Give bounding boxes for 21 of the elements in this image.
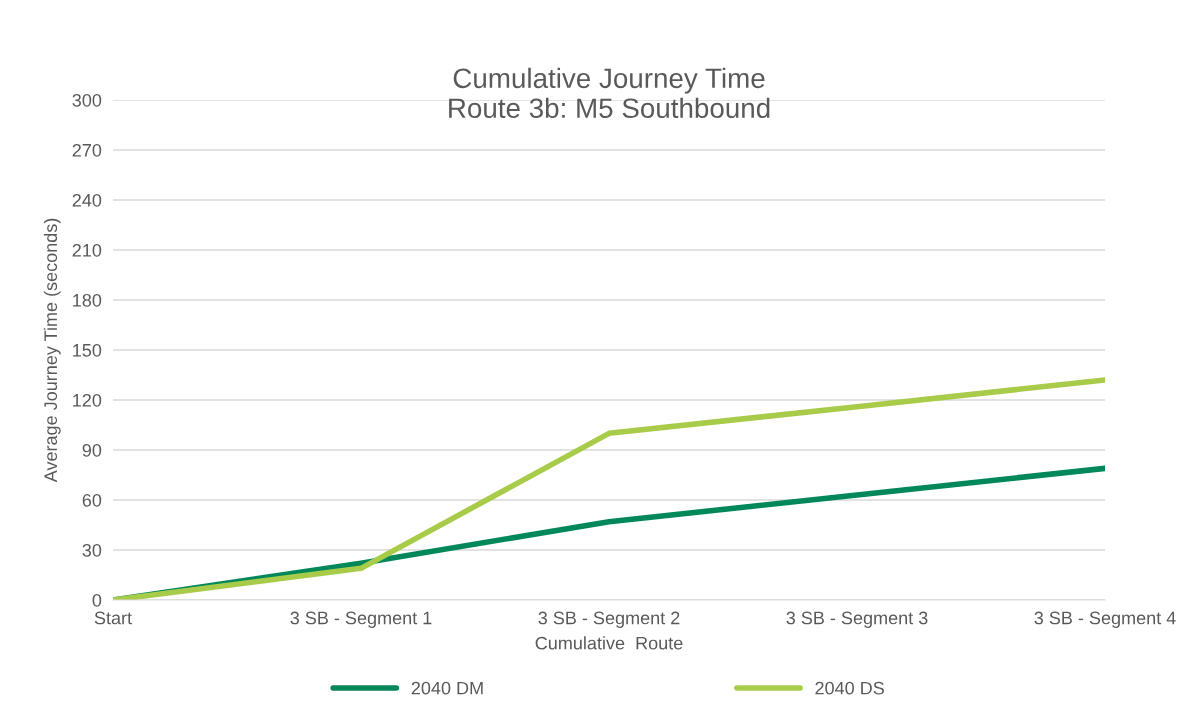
chart-title: Cumulative Journey Time Route 3b: M5 Southbound [449, 67, 770, 119]
x-tick-label: Start [94, 611, 132, 625]
y-tick-label: 300 [72, 93, 102, 107]
y-tick-label: 120 [73, 393, 102, 407]
y-tick-label: 210 [72, 243, 102, 257]
x-axis-title: Cumulative Route [535, 636, 683, 650]
x-tick-label: 3 SB - Segment 2 [538, 611, 680, 628]
y-tick-label: 150 [73, 343, 102, 357]
y-tick-label: 240 [72, 193, 102, 207]
x-tick-label: 3 SB - Segment 3 [786, 611, 928, 628]
y-tick-label: 60 [82, 493, 102, 507]
y-axis-title: Average Journey Time (seconds) [43, 218, 61, 483]
y-tick-label: 30 [82, 543, 102, 557]
legend-label: 2040 DS [815, 681, 884, 695]
y-tick-label: 180 [73, 293, 102, 307]
y-tick-label: 0 [92, 593, 102, 607]
x-tick-label: 3 SB - Segment 1 [290, 611, 432, 628]
legend-label: 2040 DM [411, 681, 483, 695]
y-tick-label: 90 [82, 443, 102, 457]
y-tick-label: 270 [72, 143, 102, 157]
x-tick-label: 3 SB - Segment 4 [1034, 611, 1176, 628]
